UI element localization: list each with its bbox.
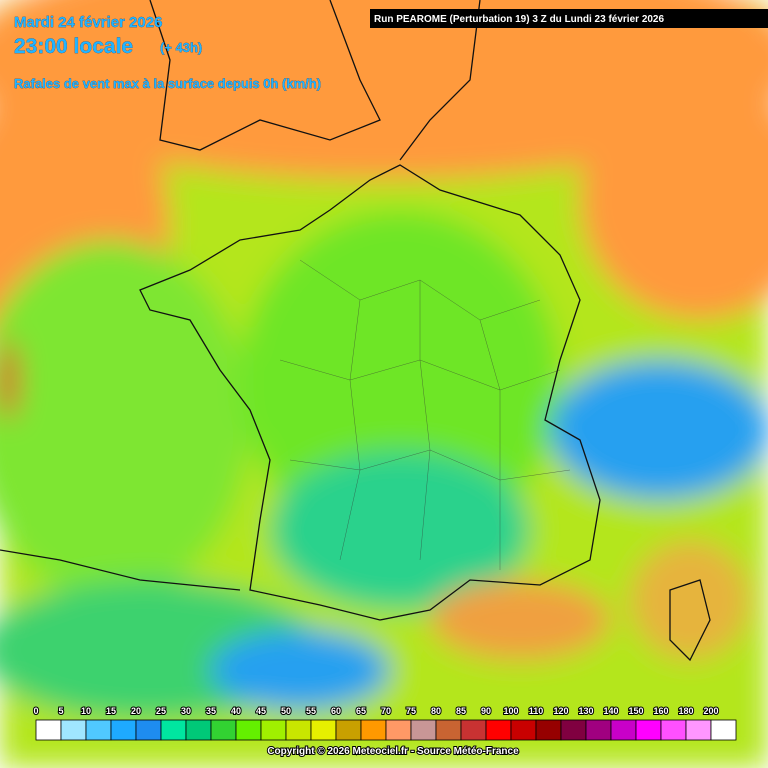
legend-label: 45 [256, 706, 266, 716]
legend-label: 150 [628, 706, 643, 716]
legend-swatch [335, 719, 362, 741]
legend-label: 65 [356, 706, 366, 716]
legend-swatch [310, 719, 337, 741]
legend-label: 180 [678, 706, 693, 716]
parameter-title: Rafales de vent max à la surface depuis … [14, 76, 321, 91]
legend-swatch [285, 719, 312, 741]
legend-swatch [260, 719, 287, 741]
run-banner [370, 9, 768, 28]
legend-label: 130 [578, 706, 593, 716]
legend-label: 70 [381, 706, 391, 716]
forecast-date: Mardi 24 février 2026 [14, 14, 162, 31]
legend-swatch [60, 719, 87, 741]
lead-time: (+ 43h) [160, 40, 202, 55]
legend-swatch [510, 719, 537, 741]
legend-label: 5 [58, 706, 63, 716]
legend-label: 90 [481, 706, 491, 716]
coastlines [0, 0, 711, 662]
legend-swatch [435, 719, 462, 741]
legend-label: 10 [81, 706, 91, 716]
legend-swatch [460, 719, 487, 741]
legend-label: 30 [181, 706, 191, 716]
legend-swatch [235, 719, 262, 741]
legend-label: 35 [206, 706, 216, 716]
legend-label: 75 [406, 706, 416, 716]
legend-swatch [160, 719, 187, 741]
legend-swatch [360, 719, 387, 741]
legend-swatch [185, 719, 212, 741]
legend-label: 25 [156, 706, 166, 716]
legend-label: 0 [33, 706, 38, 716]
legend-swatch [385, 719, 412, 741]
legend-swatch [210, 719, 237, 741]
run-info: Run PEAROME (Perturbation 19) 3 Z du Lun… [374, 14, 664, 25]
legend-swatch [560, 719, 587, 741]
legend-swatch [135, 719, 162, 741]
legend-label: 120 [553, 706, 568, 716]
legend-label: 100 [503, 706, 518, 716]
legend-swatch [710, 719, 737, 741]
legend-label: 20 [131, 706, 141, 716]
legend-swatch [635, 719, 662, 741]
legend-label: 50 [281, 706, 291, 716]
copyright: Copyright © 2026 Meteociel.fr - Source M… [267, 746, 519, 757]
legend: 0 5 10 15 20 25 30 35 40 45 50 55 60 65 70 75 80 85 90 100 1… [32, 705, 737, 741]
legend-swatch [485, 719, 512, 741]
legend-swatch [110, 719, 137, 741]
legend-label: 200 [703, 706, 718, 716]
legend-swatch [535, 719, 562, 741]
legend-label: 160 [653, 706, 668, 716]
legend-swatch [35, 719, 62, 741]
legend-label: 85 [456, 706, 466, 716]
legend-label: 140 [603, 706, 618, 716]
legend-label: 80 [431, 706, 441, 716]
legend-swatch [685, 719, 712, 741]
departement-borders [279, 259, 571, 570]
legend-label: 55 [306, 706, 316, 716]
legend-swatch [610, 719, 637, 741]
legend-swatch [85, 719, 112, 741]
legend-label: 60 [331, 706, 341, 716]
forecast-time: 23:00 locale [14, 35, 133, 58]
legend-swatch [410, 719, 437, 741]
legend-swatch [660, 719, 687, 741]
legend-label: 40 [231, 706, 241, 716]
legend-swatch [585, 719, 612, 741]
legend-label: 110 [529, 706, 544, 716]
legend-label: 15 [106, 706, 116, 716]
